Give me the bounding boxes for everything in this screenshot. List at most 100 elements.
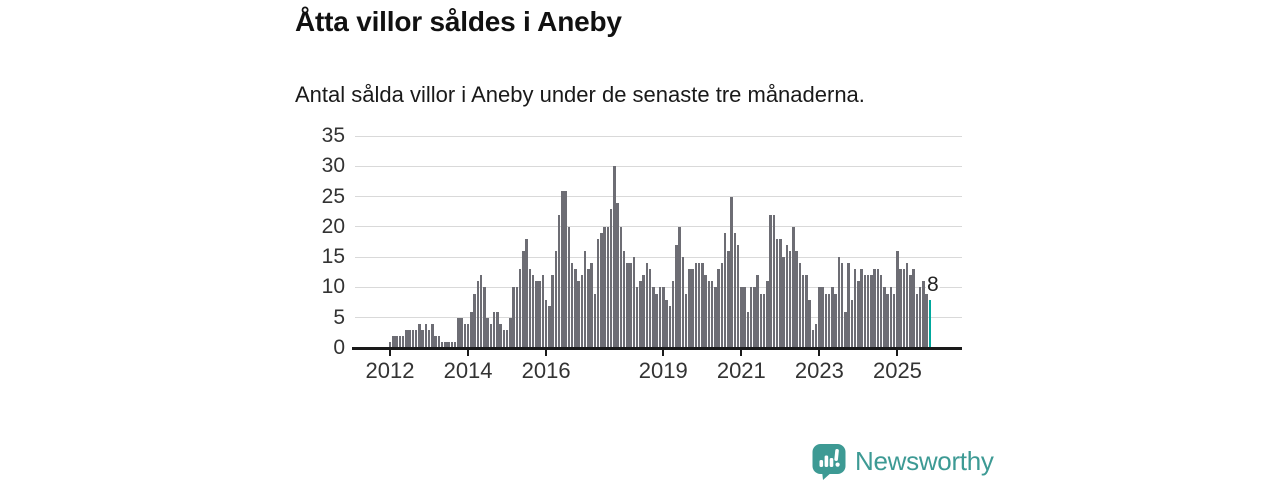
bar — [814, 323, 818, 347]
gridline-5 — [355, 317, 962, 319]
x-axis-line — [352, 347, 962, 350]
bar — [512, 287, 515, 347]
plot-area: 2012 2014 2016 2019 2021 2023 2025 8 — [352, 135, 962, 383]
bar — [691, 269, 694, 347]
chart-title: Åtta villor såldes i Aneby — [295, 6, 622, 37]
bar — [899, 269, 902, 347]
bar — [398, 335, 401, 347]
bar — [704, 275, 707, 347]
bar — [662, 287, 665, 347]
bar — [671, 281, 675, 347]
bar — [775, 238, 779, 347]
y-tick-label-0: 0 — [333, 336, 345, 359]
y-tick-label-25: 25 — [321, 184, 345, 208]
bar — [431, 323, 434, 347]
x-tick-mark-2025 — [896, 349, 899, 356]
newsworthy-logo: Newsworthy — [812, 443, 994, 480]
bar — [857, 281, 860, 347]
bar — [577, 281, 580, 347]
bar — [743, 287, 746, 347]
bar — [518, 269, 522, 347]
gridline-35 — [355, 135, 962, 137]
bar — [619, 226, 623, 347]
bar — [440, 341, 444, 347]
bar — [896, 251, 899, 347]
bar — [635, 287, 639, 347]
bar — [710, 281, 714, 347]
bar — [388, 341, 392, 347]
bar — [918, 287, 922, 347]
bar — [808, 299, 811, 347]
bar — [847, 263, 850, 347]
bar — [707, 281, 711, 347]
bar — [756, 275, 759, 347]
bar — [405, 329, 408, 347]
bar — [544, 299, 548, 347]
bar — [554, 251, 558, 347]
bar — [905, 263, 909, 347]
bar — [834, 293, 837, 347]
bar — [759, 293, 763, 347]
bar — [805, 275, 808, 347]
bar — [408, 329, 411, 347]
bar — [463, 323, 467, 347]
bar — [688, 269, 691, 347]
bar — [740, 287, 743, 347]
bar — [418, 323, 421, 347]
bar — [522, 251, 525, 347]
bar — [736, 245, 740, 347]
bar — [424, 323, 428, 347]
bar — [922, 281, 925, 347]
bar — [505, 329, 509, 347]
bar — [658, 287, 662, 347]
bar — [453, 341, 457, 347]
bar — [889, 287, 893, 347]
bar — [561, 190, 564, 347]
bar — [616, 202, 619, 347]
bar — [866, 275, 870, 347]
bar — [837, 257, 841, 347]
bar — [909, 275, 912, 347]
x-tick-label-2016: 2016 — [521, 358, 571, 383]
bar — [457, 317, 460, 347]
x-tick-mark-2012 — [389, 349, 391, 356]
bar — [818, 287, 821, 347]
bar — [639, 281, 642, 347]
bar — [772, 214, 776, 347]
bar — [392, 335, 395, 347]
y-tick-label-35: 35 — [321, 124, 345, 147]
bar — [580, 275, 584, 347]
gridline-10 — [355, 286, 962, 288]
bar — [502, 329, 506, 347]
bar — [541, 275, 545, 347]
bar — [844, 311, 847, 347]
bar — [678, 226, 681, 347]
y-tick-label-10: 10 — [321, 275, 345, 299]
bar — [668, 305, 671, 347]
bar — [681, 257, 685, 347]
bar — [525, 238, 528, 347]
y-tick-label-5: 5 — [333, 305, 345, 329]
bar — [600, 232, 603, 347]
bar — [551, 275, 554, 347]
bar — [655, 293, 658, 347]
bar — [925, 293, 928, 347]
bar — [515, 287, 519, 347]
bar — [733, 232, 737, 347]
bar — [590, 263, 593, 347]
bar — [609, 208, 613, 347]
bar — [434, 335, 437, 347]
bar — [538, 281, 541, 347]
bar — [785, 245, 789, 347]
bar — [892, 293, 896, 347]
bar — [476, 281, 480, 347]
bar — [831, 287, 834, 347]
x-tick-label-2025: 2025 — [872, 358, 922, 383]
bar — [873, 269, 876, 347]
bar — [622, 251, 626, 347]
bar — [730, 196, 733, 347]
bar — [567, 226, 571, 347]
bar — [840, 263, 844, 347]
gridline-15 — [355, 256, 962, 258]
gridline-20 — [355, 226, 962, 228]
